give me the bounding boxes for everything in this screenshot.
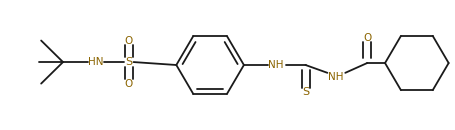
Text: S: S xyxy=(301,87,308,97)
Text: NH: NH xyxy=(268,60,283,70)
Text: O: O xyxy=(362,33,370,43)
Text: NH: NH xyxy=(327,72,342,82)
Text: O: O xyxy=(124,35,132,46)
Text: HN: HN xyxy=(88,57,103,67)
Text: O: O xyxy=(124,79,132,89)
Text: S: S xyxy=(125,57,132,67)
